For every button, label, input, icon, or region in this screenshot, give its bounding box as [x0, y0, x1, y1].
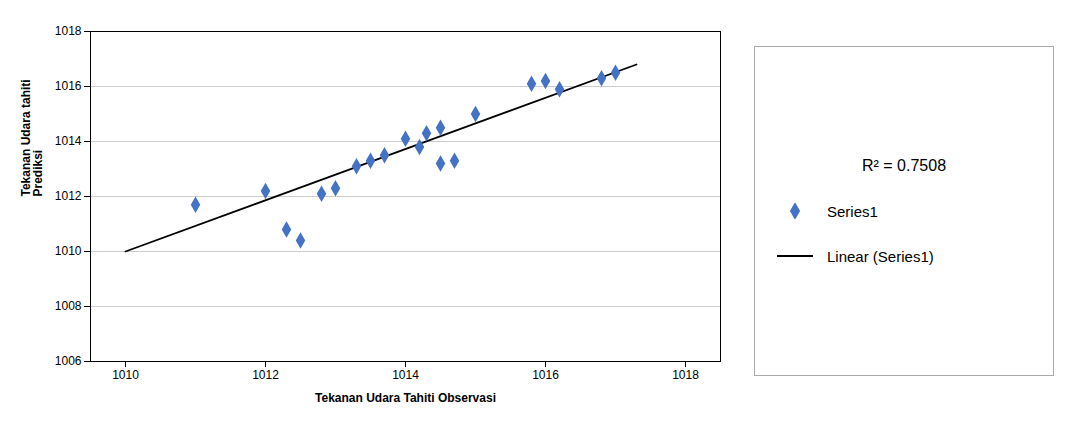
svg-text:1018: 1018 — [672, 368, 699, 382]
html-text:R² = 0.7508: R² = 0.7508 — [862, 156, 946, 174]
svg-text:1012: 1012 — [55, 189, 82, 203]
svg-text:1014: 1014 — [392, 368, 419, 382]
svg-text:1016: 1016 — [532, 368, 559, 382]
svg-text:1008: 1008 — [55, 299, 82, 313]
svg-text:1010: 1010 — [112, 368, 139, 382]
svg-text:1018: 1018 — [55, 24, 82, 38]
svg-text:1012: 1012 — [252, 368, 279, 382]
html-text:Series1: Series1 — [827, 202, 878, 220]
svg-text:Tekanan Udara tahitiPrediksi: Tekanan Udara tahitiPrediksi — [19, 79, 45, 196]
html-text:Linear (Series1): Linear (Series1) — [827, 247, 934, 265]
svg-text:1006: 1006 — [55, 354, 82, 368]
svg-text:1010: 1010 — [55, 244, 82, 258]
svg-text:Tekanan Udara Tahiti Observasi: Tekanan Udara Tahiti Observasi — [315, 390, 496, 404]
svg-text:1016: 1016 — [55, 79, 82, 93]
svg-text:1014: 1014 — [55, 134, 82, 148]
